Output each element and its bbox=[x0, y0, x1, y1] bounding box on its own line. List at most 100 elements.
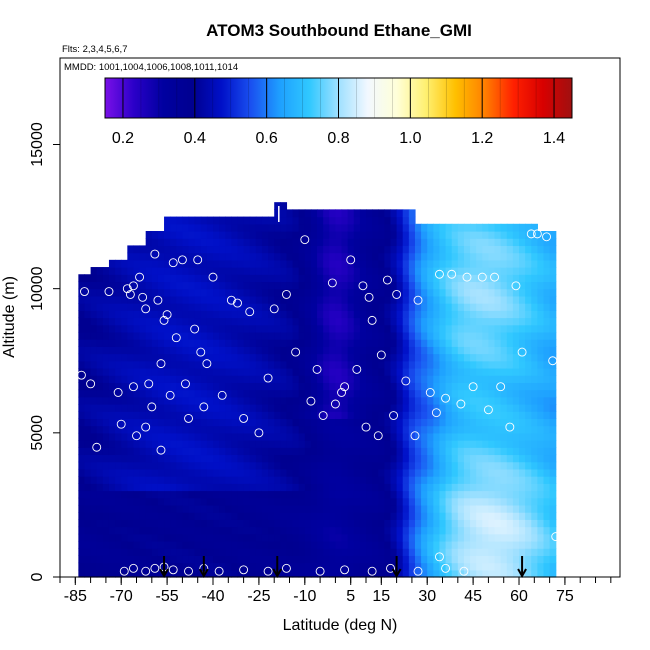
heatmap-cell bbox=[145, 396, 153, 405]
colorbar-tick-label: 1.4 bbox=[543, 130, 565, 147]
heatmap-cell bbox=[206, 555, 214, 564]
heatmap-cell bbox=[127, 252, 135, 261]
heatmap-cell bbox=[494, 432, 502, 441]
heatmap-cell bbox=[286, 375, 294, 383]
heatmap-cell bbox=[157, 497, 165, 506]
heatmap-cell bbox=[145, 310, 153, 319]
heatmap-cell bbox=[115, 569, 122, 578]
heatmap-cell bbox=[243, 490, 251, 499]
heatmap-cell bbox=[488, 533, 496, 542]
heatmap-cell bbox=[341, 238, 349, 247]
heatmap-cell bbox=[268, 303, 275, 311]
heatmap-cell bbox=[335, 245, 343, 254]
heatmap-cell bbox=[341, 259, 349, 268]
heatmap-cell bbox=[219, 497, 226, 506]
heatmap-cell bbox=[157, 238, 165, 247]
heatmap-cell bbox=[133, 461, 141, 470]
heatmap-cell bbox=[219, 231, 226, 239]
heatmap-cell bbox=[102, 504, 110, 513]
sample-point bbox=[496, 382, 506, 392]
heatmap-cell bbox=[292, 245, 300, 254]
heatmap-cell bbox=[145, 238, 153, 247]
heatmap-cell bbox=[433, 555, 441, 564]
heatmap-cell bbox=[531, 331, 538, 340]
heatmap-cell bbox=[280, 367, 288, 376]
heatmap-cell bbox=[237, 569, 245, 578]
heatmap-cell bbox=[482, 425, 490, 434]
heatmap-cell bbox=[237, 555, 245, 564]
heatmap-cell bbox=[512, 396, 520, 405]
heatmap-cell bbox=[237, 447, 245, 456]
heatmap-cell bbox=[512, 490, 520, 499]
heatmap-cell bbox=[237, 353, 245, 362]
heatmap-cell bbox=[188, 317, 196, 326]
heatmap-cell bbox=[408, 562, 416, 571]
heatmap-cell bbox=[519, 512, 526, 520]
heatmap-cell bbox=[255, 375, 263, 383]
heatmap-cell bbox=[310, 245, 318, 254]
heatmap-cell bbox=[396, 346, 404, 355]
heatmap-cell bbox=[335, 295, 343, 304]
heatmap-cell bbox=[476, 555, 483, 564]
heatmap-cell bbox=[249, 512, 257, 520]
heatmap-cell bbox=[200, 231, 208, 239]
heatmap-cell bbox=[323, 483, 330, 492]
heatmap-cell bbox=[439, 303, 447, 311]
heatmap-cell bbox=[157, 259, 165, 268]
heatmap-cell bbox=[249, 562, 257, 571]
heatmap-cell bbox=[372, 562, 379, 571]
heatmap-cell bbox=[384, 252, 392, 261]
heatmap-cell bbox=[488, 562, 496, 571]
heatmap-cell bbox=[194, 425, 202, 434]
heatmap-cell bbox=[353, 310, 361, 319]
heatmap-cell bbox=[427, 303, 434, 311]
heatmap-cell bbox=[274, 425, 281, 434]
heatmap-cell bbox=[274, 404, 281, 412]
heatmap-cell bbox=[390, 396, 398, 405]
heatmap-cell bbox=[329, 389, 337, 398]
heatmap-cell bbox=[151, 483, 159, 492]
heatmap-cell bbox=[525, 569, 532, 578]
heatmap-cell bbox=[488, 295, 496, 304]
heatmap-cell bbox=[329, 411, 337, 420]
heatmap-cell bbox=[494, 411, 502, 420]
heatmap-cell bbox=[237, 274, 245, 283]
heatmap-cell bbox=[170, 526, 177, 535]
heatmap-cell bbox=[237, 375, 245, 383]
heatmap-cell bbox=[463, 483, 471, 492]
heatmap-cell bbox=[500, 310, 508, 319]
heatmap-cell bbox=[188, 295, 196, 304]
heatmap-cell bbox=[463, 231, 471, 239]
heatmap-cell bbox=[90, 324, 98, 333]
heatmap-cell bbox=[139, 490, 147, 499]
heatmap-cell bbox=[243, 317, 251, 326]
heatmap-cell bbox=[298, 497, 306, 506]
heatmap-cell bbox=[310, 396, 318, 405]
heatmap-cell bbox=[274, 310, 281, 319]
heatmap-cell bbox=[219, 382, 226, 391]
heatmap-cell bbox=[170, 324, 177, 333]
heatmap-cell bbox=[347, 346, 355, 355]
heatmap-cell bbox=[243, 303, 251, 311]
heatmap-cell bbox=[286, 389, 294, 398]
heatmap-cell bbox=[84, 295, 92, 304]
heatmap-cell bbox=[304, 490, 312, 499]
heatmap-cell bbox=[439, 331, 447, 340]
heatmap-cell bbox=[457, 238, 465, 247]
colorbar-tick-label: 0.2 bbox=[112, 130, 134, 147]
heatmap-cell bbox=[78, 288, 86, 297]
heatmap-cell bbox=[317, 360, 324, 369]
heatmap-cell bbox=[255, 468, 263, 477]
heatmap-cell bbox=[384, 274, 392, 283]
heatmap-cell bbox=[274, 346, 281, 355]
heatmap-cell bbox=[96, 562, 104, 571]
heatmap-cell bbox=[127, 367, 135, 376]
heatmap-cell bbox=[157, 411, 165, 420]
heatmap-cell bbox=[543, 346, 551, 355]
heatmap-cell bbox=[292, 490, 300, 499]
heatmap-cell bbox=[261, 468, 269, 477]
heatmap-cell bbox=[84, 418, 92, 427]
heatmap-cell bbox=[286, 317, 294, 326]
heatmap-cell bbox=[317, 425, 324, 434]
heatmap-cell bbox=[182, 238, 190, 247]
